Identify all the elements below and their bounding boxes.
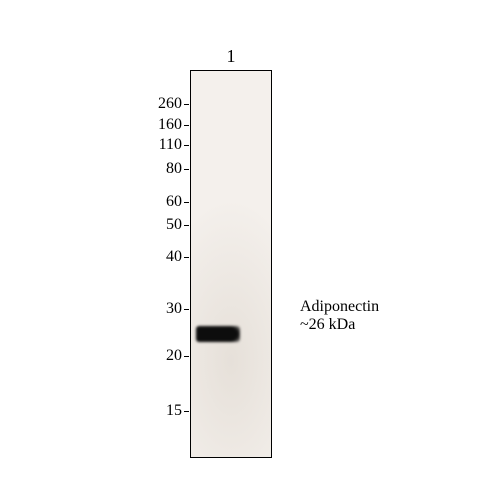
mw-label-40: 40 (0, 248, 182, 266)
mw-label-160: 160 (0, 116, 182, 134)
mw-label-30: 30 (0, 300, 182, 318)
mw-label-110: 110 (0, 136, 182, 154)
band-annotation: Adiponectin ~26 kDa (300, 298, 379, 335)
lane-1-membrane (190, 70, 272, 458)
mw-tick-50 (184, 225, 189, 226)
annotation-molecular-weight: ~26 kDa (300, 316, 355, 333)
mw-tick-15 (184, 411, 189, 412)
mw-tick-60 (184, 202, 189, 203)
mw-tick-80 (184, 169, 189, 170)
mw-label-260: 260 (0, 95, 182, 113)
mw-label-15: 15 (0, 402, 182, 420)
mw-label-80: 80 (0, 160, 182, 178)
mw-label-20: 20 (0, 347, 182, 365)
mw-tick-30 (184, 309, 189, 310)
annotation-protein-name: Adiponectin (300, 298, 379, 315)
mw-label-50: 50 (0, 216, 182, 234)
blot-figure: 1 Adiponectin ~26 kDa 260 160 110 80 60 50 40 3… (0, 0, 500, 500)
lane-1 (190, 70, 272, 458)
mw-tick-40 (184, 257, 189, 258)
lane-1-header: 1 (190, 46, 272, 67)
band-1 (196, 326, 240, 342)
mw-tick-20 (184, 356, 189, 357)
mw-tick-110 (184, 145, 189, 146)
mw-tick-260 (184, 104, 189, 105)
mw-label-60: 60 (0, 193, 182, 211)
mw-tick-160 (184, 125, 189, 126)
